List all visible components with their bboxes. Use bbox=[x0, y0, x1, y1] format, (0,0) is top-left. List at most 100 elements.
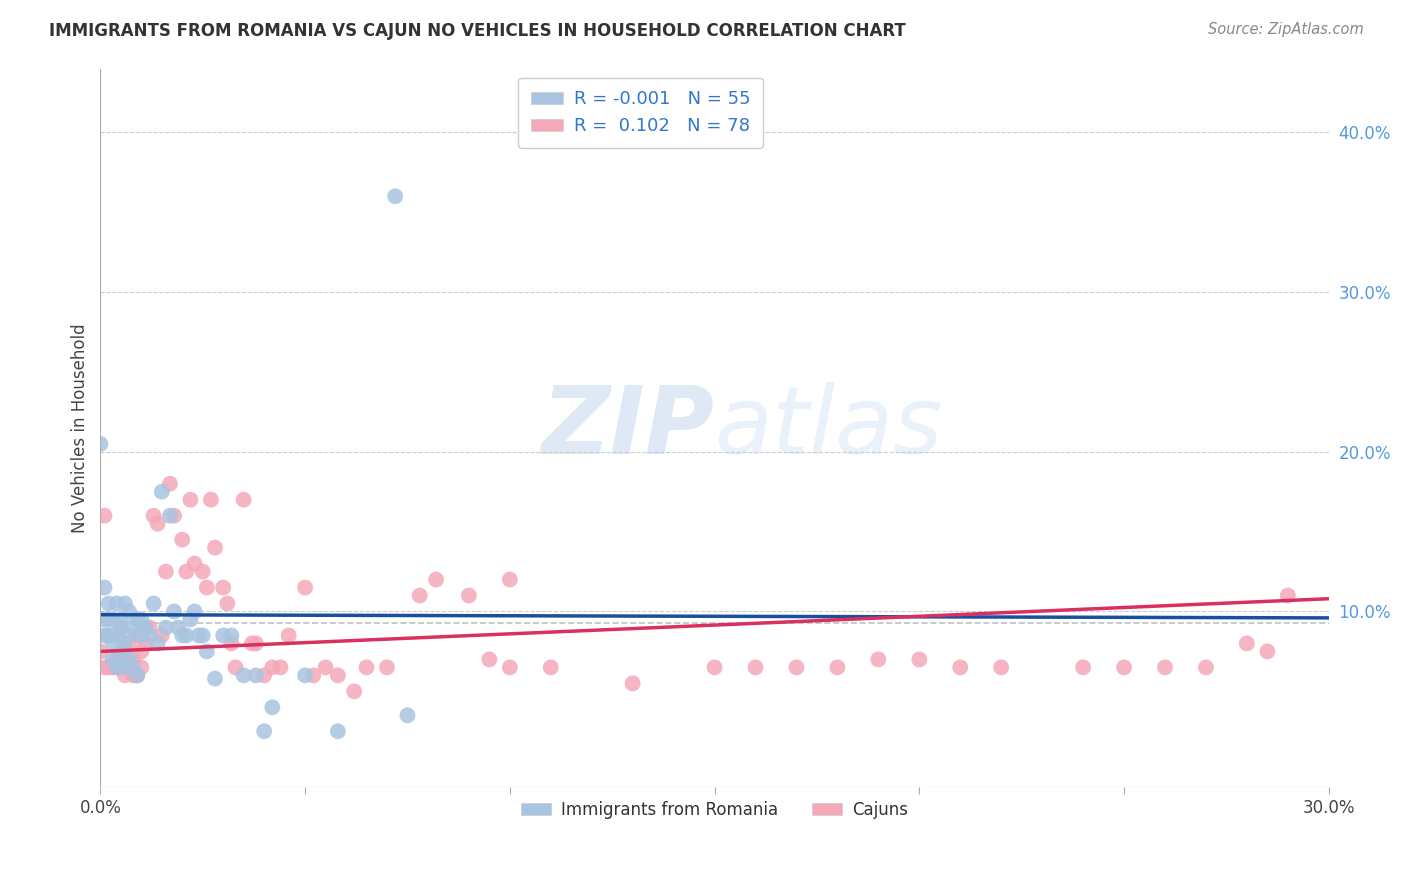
Point bbox=[89, 437, 111, 451]
Point bbox=[127, 668, 149, 682]
Point bbox=[179, 492, 201, 507]
Point bbox=[172, 628, 194, 642]
Point bbox=[277, 628, 299, 642]
Point bbox=[129, 660, 152, 674]
Point bbox=[105, 652, 128, 666]
Point bbox=[744, 660, 766, 674]
Point bbox=[384, 189, 406, 203]
Point bbox=[142, 508, 165, 523]
Point bbox=[127, 612, 149, 626]
Point bbox=[212, 628, 235, 642]
Point bbox=[101, 636, 124, 650]
Point bbox=[212, 581, 235, 595]
Point bbox=[827, 660, 849, 674]
Point bbox=[105, 597, 128, 611]
Point bbox=[315, 660, 337, 674]
Point bbox=[101, 660, 124, 674]
Point bbox=[270, 660, 292, 674]
Point bbox=[356, 660, 378, 674]
Point bbox=[105, 660, 128, 674]
Point bbox=[101, 612, 124, 626]
Point bbox=[990, 660, 1012, 674]
Point bbox=[163, 508, 186, 523]
Point bbox=[499, 660, 522, 674]
Point bbox=[97, 660, 120, 674]
Point bbox=[262, 660, 284, 674]
Point bbox=[245, 668, 267, 682]
Point bbox=[540, 660, 562, 674]
Point bbox=[1195, 660, 1218, 674]
Point bbox=[110, 644, 132, 658]
Point bbox=[110, 620, 132, 634]
Point bbox=[176, 565, 198, 579]
Point bbox=[93, 612, 115, 626]
Point bbox=[101, 652, 124, 666]
Point bbox=[114, 660, 136, 674]
Point bbox=[1112, 660, 1135, 674]
Point bbox=[93, 628, 115, 642]
Point bbox=[179, 612, 201, 626]
Point bbox=[159, 508, 181, 523]
Point bbox=[114, 597, 136, 611]
Point bbox=[129, 644, 152, 658]
Point bbox=[1071, 660, 1094, 674]
Text: IMMIGRANTS FROM ROMANIA VS CAJUN NO VEHICLES IN HOUSEHOLD CORRELATION CHART: IMMIGRANTS FROM ROMANIA VS CAJUN NO VEHI… bbox=[49, 22, 905, 40]
Point bbox=[97, 612, 120, 626]
Point bbox=[187, 628, 209, 642]
Point bbox=[1277, 589, 1299, 603]
Y-axis label: No Vehicles in Household: No Vehicles in Household bbox=[72, 323, 89, 533]
Point bbox=[183, 605, 205, 619]
Point bbox=[122, 652, 145, 666]
Point bbox=[134, 636, 156, 650]
Point bbox=[232, 668, 254, 682]
Point bbox=[127, 628, 149, 642]
Point bbox=[93, 581, 115, 595]
Point bbox=[191, 628, 214, 642]
Point bbox=[146, 636, 169, 650]
Point bbox=[221, 628, 243, 642]
Point bbox=[217, 597, 239, 611]
Point bbox=[105, 660, 128, 674]
Point bbox=[122, 660, 145, 674]
Point bbox=[396, 708, 419, 723]
Text: ZIP: ZIP bbox=[541, 382, 714, 474]
Point bbox=[97, 628, 120, 642]
Point bbox=[118, 652, 141, 666]
Point bbox=[457, 589, 479, 603]
Point bbox=[150, 484, 173, 499]
Point bbox=[110, 660, 132, 674]
Point bbox=[195, 581, 218, 595]
Point bbox=[375, 660, 398, 674]
Point bbox=[294, 668, 316, 682]
Point bbox=[93, 660, 115, 674]
Point bbox=[172, 533, 194, 547]
Point bbox=[167, 620, 190, 634]
Point bbox=[110, 612, 132, 626]
Point bbox=[138, 628, 160, 642]
Point bbox=[262, 700, 284, 714]
Point bbox=[326, 724, 349, 739]
Point bbox=[155, 565, 177, 579]
Point bbox=[146, 516, 169, 531]
Point bbox=[114, 668, 136, 682]
Point bbox=[129, 628, 152, 642]
Point bbox=[1154, 660, 1177, 674]
Point bbox=[478, 652, 501, 666]
Point bbox=[240, 636, 263, 650]
Point bbox=[122, 620, 145, 634]
Point bbox=[343, 684, 366, 698]
Point bbox=[191, 565, 214, 579]
Point bbox=[138, 620, 160, 634]
Point bbox=[110, 620, 132, 634]
Point bbox=[142, 597, 165, 611]
Point bbox=[118, 605, 141, 619]
Point bbox=[114, 636, 136, 650]
Point bbox=[204, 541, 226, 555]
Point bbox=[159, 476, 181, 491]
Point bbox=[114, 644, 136, 658]
Point bbox=[908, 652, 931, 666]
Point bbox=[93, 508, 115, 523]
Point bbox=[785, 660, 807, 674]
Point bbox=[425, 573, 447, 587]
Point bbox=[129, 612, 152, 626]
